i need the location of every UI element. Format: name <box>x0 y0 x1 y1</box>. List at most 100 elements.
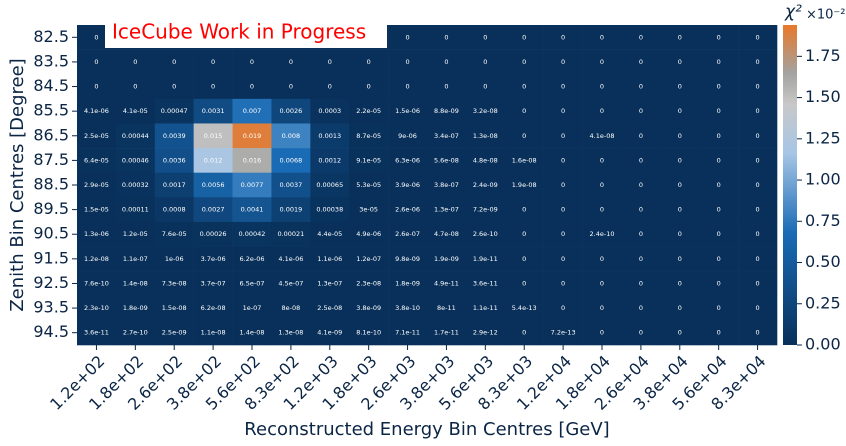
cell-label: 1.8e-09 <box>123 304 148 312</box>
cell-label: 2.6e-10 <box>473 230 498 238</box>
cell-label: 0 <box>522 132 526 140</box>
cell <box>738 98 778 124</box>
cell <box>465 221 506 247</box>
cell <box>154 221 194 247</box>
cell <box>271 74 311 100</box>
cell-label: 2.6e-07 <box>395 230 420 238</box>
cell-label: 0 <box>561 279 565 287</box>
cell <box>388 123 428 149</box>
cell-label: 0 <box>600 33 604 41</box>
cell-label: 0 <box>600 83 604 91</box>
cell-label: 0 <box>522 255 526 263</box>
cell <box>582 172 622 198</box>
cell-label: 2.4e-10 <box>590 230 615 238</box>
cell-label: 0 <box>755 156 759 164</box>
cell-label: 0.00065 <box>316 181 343 189</box>
cell <box>582 148 622 173</box>
cell-label: 0 <box>678 279 682 287</box>
cell-label: 0 <box>250 58 254 66</box>
cell <box>543 25 583 50</box>
cell <box>271 271 311 297</box>
x-axis-label: Reconstructed Energy Bin Centres [GeV] <box>244 419 609 440</box>
cell <box>115 98 156 124</box>
cell <box>427 74 467 100</box>
cell <box>738 246 778 272</box>
y-tick-label: 86.5 <box>33 125 69 144</box>
cell-label: 2.2e-05 <box>356 107 381 115</box>
cell-label: 0 <box>717 181 721 189</box>
cell <box>77 98 117 124</box>
cell-label: 1.3e-06 <box>84 230 109 238</box>
cell-label: 1.2e-07 <box>356 255 381 263</box>
cell <box>310 320 350 346</box>
cell <box>582 197 622 223</box>
cell-label: 0 <box>678 230 682 238</box>
cell-label: 0 <box>678 156 682 164</box>
cell <box>349 98 389 124</box>
cell <box>388 197 428 223</box>
cell-label: 0 <box>561 58 565 66</box>
cell <box>621 172 661 198</box>
cell-label: 0 <box>94 58 98 66</box>
cell-label: 1.3e-08 <box>473 132 498 140</box>
cell-label: 2.5e-08 <box>317 304 342 312</box>
cell <box>582 295 622 321</box>
cell <box>543 271 583 297</box>
cell-label: 0 <box>717 58 721 66</box>
cell-label: 0.008 <box>282 132 301 140</box>
cell <box>465 320 506 346</box>
cell-label: 4.1e-08 <box>590 132 615 140</box>
cell <box>504 246 544 272</box>
cell-label: 0 <box>755 33 759 41</box>
heatmap: 0 0 0 0 0 0 0 0 0 0 0 0 0 0 0 0 0 0 0 0 0 0 0 0 0 0 0 0 0 0 0 0 0 0 0 0 0 0 0 0… <box>77 25 778 346</box>
cell <box>738 197 778 223</box>
cell-label: 0 <box>639 304 643 312</box>
cell-label: 0 <box>717 279 721 287</box>
cell-label: 0 <box>639 58 643 66</box>
cell-label: 4.4e-05 <box>317 230 342 238</box>
cell-label: 2.9e-12 <box>473 329 498 337</box>
cell <box>660 271 700 297</box>
cell-label: 0 <box>522 107 526 115</box>
cell-label: 3.8e-10 <box>395 304 420 312</box>
cell-label: 0 <box>94 33 98 41</box>
cell <box>504 221 544 247</box>
y-tick-label: 90.5 <box>33 224 69 243</box>
cell-label: 0 <box>600 255 604 263</box>
cell-label: 0.0003 <box>318 107 341 115</box>
cell <box>310 148 350 173</box>
cell <box>310 295 350 321</box>
cell <box>310 74 350 100</box>
cell <box>621 49 661 75</box>
cell-label: 0 <box>678 58 682 66</box>
cell <box>310 123 350 149</box>
cell-label: 0.00042 <box>239 230 266 238</box>
cell-label: 7.2e-09 <box>473 206 498 214</box>
cell <box>543 148 583 173</box>
colorbar <box>783 25 797 345</box>
cell-label: 3.7e-07 <box>201 279 226 287</box>
y-tick-label: 92.5 <box>33 273 69 292</box>
cell <box>271 98 311 124</box>
cell <box>193 221 233 247</box>
cell-label: 0 <box>522 329 526 337</box>
cell-label: 7.6e-10 <box>84 279 109 287</box>
cell-label: 0.0012 <box>318 156 341 164</box>
cell <box>660 49 700 75</box>
cell <box>193 172 233 198</box>
cell-label: 0 <box>522 230 526 238</box>
cell-label: 1.6e-08 <box>512 156 537 164</box>
cell-label: 1.1e-06 <box>317 255 342 263</box>
cell <box>465 295 506 321</box>
cell <box>699 74 739 100</box>
cell <box>699 49 739 75</box>
cell-label: 1e-06 <box>165 255 184 263</box>
cell <box>193 98 233 124</box>
y-tick-label: 88.5 <box>33 175 69 194</box>
cell <box>738 49 778 75</box>
cell-label: 8.8e-09 <box>434 107 459 115</box>
cell-label: 0 <box>561 107 565 115</box>
cell <box>660 295 700 321</box>
cell <box>660 148 700 173</box>
cell-label: 0.0041 <box>241 206 264 214</box>
